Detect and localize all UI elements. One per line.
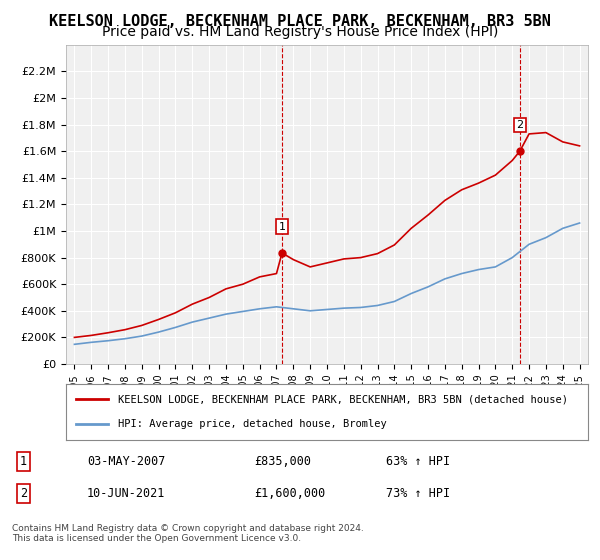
Text: Price paid vs. HM Land Registry's House Price Index (HPI): Price paid vs. HM Land Registry's House …	[102, 25, 498, 39]
Text: £1,600,000: £1,600,000	[254, 487, 325, 500]
Text: 2: 2	[516, 120, 523, 130]
Text: 1: 1	[20, 455, 27, 468]
Text: 73% ↑ HPI: 73% ↑ HPI	[386, 487, 451, 500]
Text: £835,000: £835,000	[254, 455, 311, 468]
Text: KEELSON LODGE, BECKENHAM PLACE PARK, BECKENHAM, BR3 5BN: KEELSON LODGE, BECKENHAM PLACE PARK, BEC…	[49, 14, 551, 29]
Text: 63% ↑ HPI: 63% ↑ HPI	[386, 455, 451, 468]
Text: 1: 1	[278, 222, 286, 232]
Text: 10-JUN-2021: 10-JUN-2021	[87, 487, 165, 500]
Text: KEELSON LODGE, BECKENHAM PLACE PARK, BECKENHAM, BR3 5BN (detached house): KEELSON LODGE, BECKENHAM PLACE PARK, BEC…	[118, 394, 568, 404]
Text: 2: 2	[20, 487, 27, 500]
Text: Contains HM Land Registry data © Crown copyright and database right 2024.
This d: Contains HM Land Registry data © Crown c…	[12, 524, 364, 543]
Text: 03-MAY-2007: 03-MAY-2007	[87, 455, 165, 468]
Text: HPI: Average price, detached house, Bromley: HPI: Average price, detached house, Brom…	[118, 419, 387, 429]
